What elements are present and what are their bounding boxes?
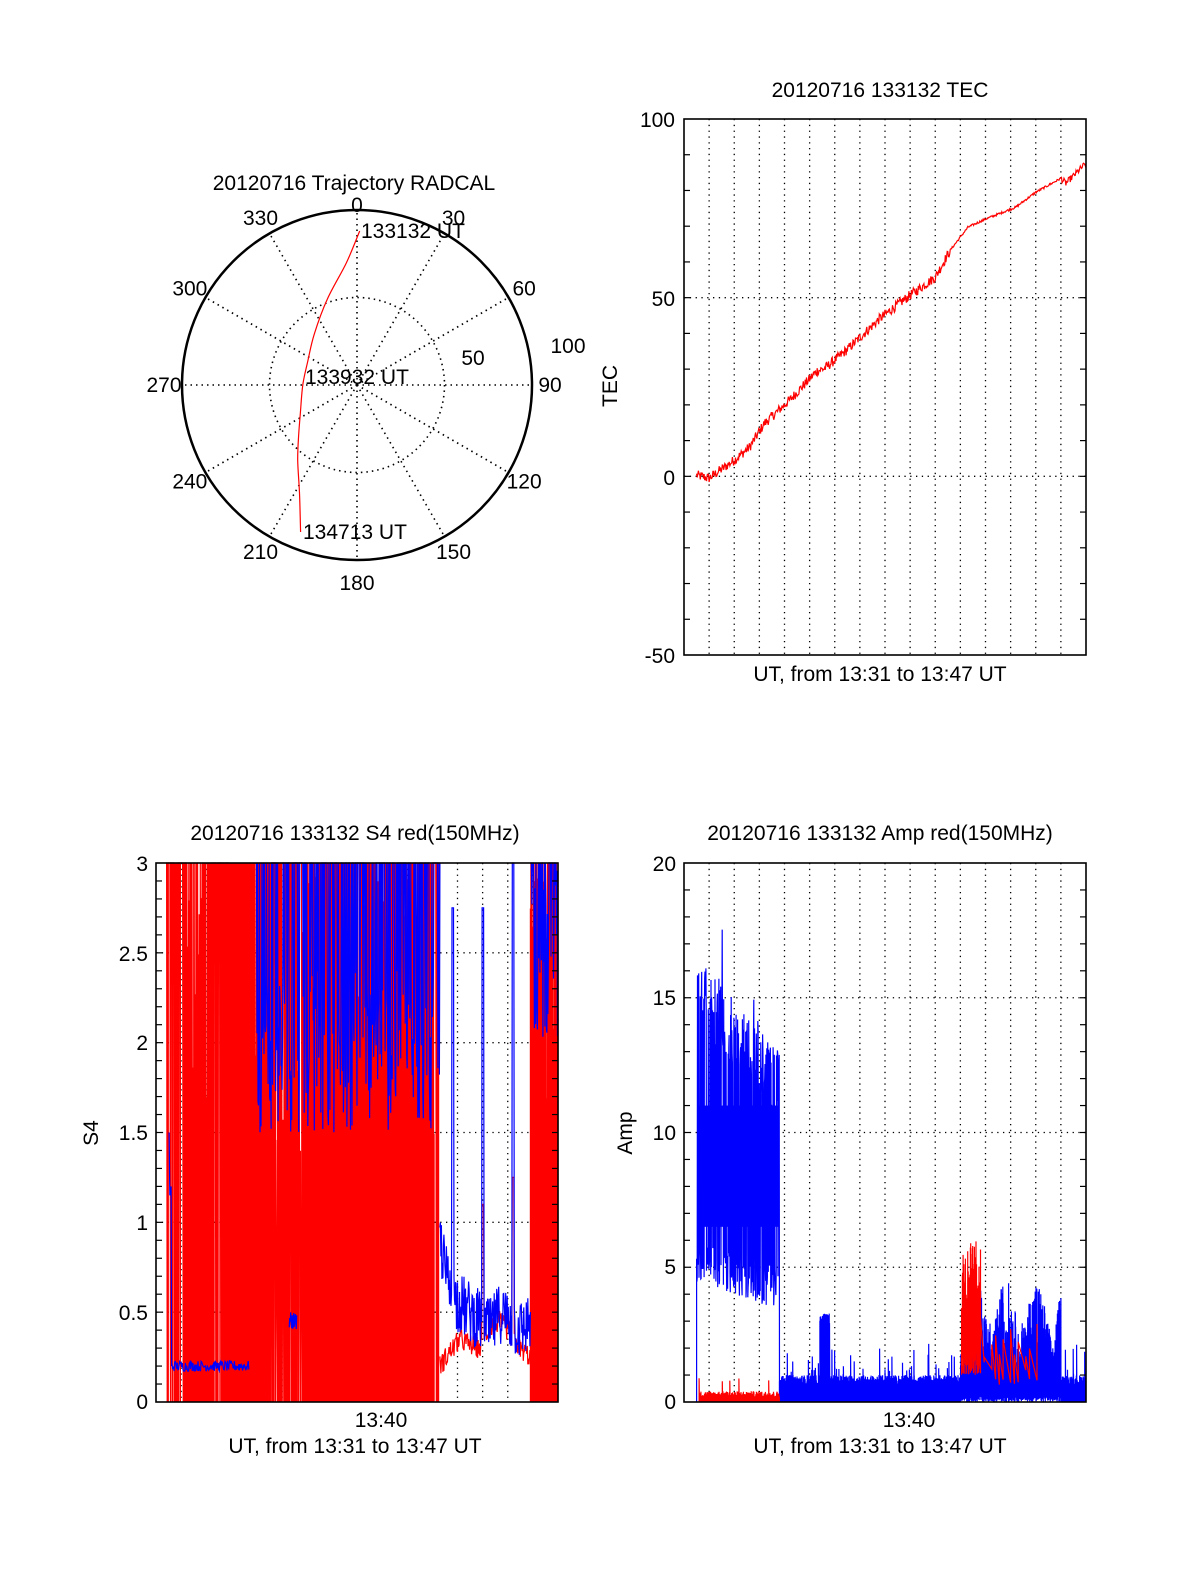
s4-ytick-3: 3 bbox=[136, 853, 148, 876]
tec-ytick-50: 50 bbox=[652, 288, 675, 311]
trajectory-mid-label: 133932 UT bbox=[305, 366, 409, 389]
s4-blue-dense bbox=[255, 862, 441, 1133]
trajectory-line bbox=[297, 230, 361, 533]
amp-blue-core bbox=[697, 1105, 779, 1227]
amp-ytick-15: 15 bbox=[653, 987, 676, 1010]
amp-xtick-1340: 13:40 bbox=[883, 1409, 936, 1432]
polar-angle-labels: 0 30 60 90 120 150 180 210 240 270 300 330 bbox=[146, 194, 561, 595]
trajectory-start-label: 133132 UT bbox=[361, 220, 465, 243]
polar-spoke-240 bbox=[205, 384, 358, 474]
amp-chart: 20120716 133132 Amp red(150MHz) 20 15 10… bbox=[614, 822, 1087, 1458]
s4-blue-patch bbox=[288, 1312, 298, 1330]
s4-chart: 20120716 133132 S4 red(150MHz) 3 2.5 2 1… bbox=[80, 822, 559, 1458]
polar-angle-label-270: 270 bbox=[146, 374, 181, 397]
polar-radial-label-100: 100 bbox=[550, 335, 585, 358]
trajectory-end-label: 134713 UT bbox=[303, 521, 407, 544]
polar-radial-label-50: 50 bbox=[461, 347, 484, 370]
polar-spoke-150 bbox=[356, 384, 446, 537]
amp-blue-series bbox=[696, 929, 1087, 1403]
polar-angle-label-60: 60 bbox=[512, 278, 535, 301]
amp-ytick-5: 5 bbox=[664, 1256, 676, 1279]
amp-ylabel: Amp bbox=[614, 1111, 637, 1154]
tec-ticks bbox=[684, 154, 1086, 620]
tec-grid bbox=[684, 119, 1086, 655]
amp-blue-block bbox=[696, 929, 781, 1403]
s4-blue-series bbox=[168, 862, 559, 1374]
amp-red-baseline bbox=[698, 1378, 780, 1403]
s4-red-spikes-mid bbox=[255, 863, 435, 1403]
amp-frame bbox=[683, 862, 1087, 1403]
amp-ytick-0: 0 bbox=[664, 1391, 676, 1414]
amp-red-burst bbox=[961, 1241, 982, 1375]
tec-ytick-0: 0 bbox=[663, 467, 675, 490]
polar-angle-label-240: 240 bbox=[172, 471, 207, 494]
s4-xtick-1340: 13:40 bbox=[355, 1409, 408, 1432]
s4-blue-baseline bbox=[168, 1132, 250, 1374]
s4-ytick-2: 2 bbox=[136, 1032, 148, 1055]
tec-ylabel: TEC bbox=[599, 365, 622, 407]
polar-angle-label-210: 210 bbox=[243, 541, 278, 564]
polar-angle-label-120: 120 bbox=[507, 471, 542, 494]
s4-ytick-1.5: 1.5 bbox=[119, 1122, 148, 1145]
s4-ytick-2.5: 2.5 bbox=[119, 943, 148, 966]
polar-outer-ring bbox=[180, 208, 534, 562]
s4-ytick-0.5: 0.5 bbox=[119, 1302, 148, 1325]
trajectory-polar-plot: 20120716 Trajectory RADCAL 0 30 60 90 120 150… bbox=[146, 172, 585, 595]
amp-blue-tail bbox=[1060, 1344, 1087, 1403]
amp-title: 20120716 133132 Amp red(150MHz) bbox=[707, 822, 1053, 845]
s4-ticks bbox=[156, 880, 558, 1385]
polar-angle-label-300: 300 bbox=[172, 278, 207, 301]
s4-ylabel: S4 bbox=[80, 1120, 103, 1146]
polar-angle-label-90: 90 bbox=[538, 374, 561, 397]
tec-chart: 20120716 133132 TEC 100 50 0 -50 TEC UT,… bbox=[599, 79, 1087, 686]
s4-blue-calm bbox=[439, 862, 531, 1355]
tec-ytick-neg50: -50 bbox=[645, 645, 675, 668]
amp-red-series bbox=[698, 1241, 1038, 1403]
polar-angle-label-330: 330 bbox=[243, 207, 278, 230]
amp-blue-low bbox=[778, 1313, 961, 1403]
polar-grid bbox=[182, 210, 532, 560]
amp-xlabel: UT, from 13:31 to 13:47 UT bbox=[753, 1435, 1006, 1458]
polar-angle-label-180: 180 bbox=[339, 572, 374, 595]
amp-ytick-10: 10 bbox=[653, 1122, 676, 1145]
tec-frame bbox=[683, 118, 1087, 656]
s4-red-spikes-late bbox=[529, 862, 559, 1403]
polar-spoke-120 bbox=[356, 384, 509, 474]
polar-angle-label-0: 0 bbox=[351, 194, 363, 217]
tec-ytick-100: 100 bbox=[640, 109, 675, 132]
s4-blue-late bbox=[530, 862, 559, 1037]
polar-inner-ring bbox=[268, 296, 446, 474]
polar-angle-label-30: 30 bbox=[442, 207, 465, 230]
tec-xlabel: UT, from 13:31 to 13:47 UT bbox=[753, 663, 1006, 686]
polar-angle-label-150: 150 bbox=[436, 541, 471, 564]
s4-title: 20120716 133132 S4 red(150MHz) bbox=[190, 822, 519, 845]
amp-ytick-20: 20 bbox=[653, 853, 676, 876]
tec-title: 20120716 133132 TEC bbox=[772, 79, 989, 102]
s4-ytick-1: 1 bbox=[136, 1212, 148, 1235]
s4-frame bbox=[155, 862, 559, 1403]
s4-ytick-0: 0 bbox=[136, 1391, 148, 1414]
trajectory-title: 20120716 Trajectory RADCAL bbox=[213, 172, 496, 195]
tec-series-line bbox=[696, 162, 1087, 483]
amp-ticks bbox=[684, 889, 1086, 1376]
polar-spoke-330 bbox=[268, 233, 358, 386]
polar-spoke-210 bbox=[268, 384, 358, 537]
amp-red-bits bbox=[979, 1318, 1038, 1385]
s4-xlabel: UT, from 13:31 to 13:47 UT bbox=[228, 1435, 481, 1458]
